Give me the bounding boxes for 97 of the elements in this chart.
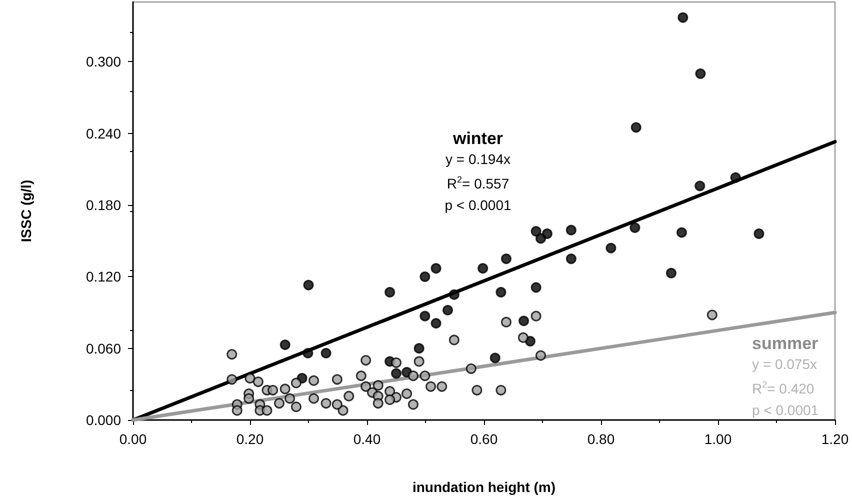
point xyxy=(436,381,448,392)
point xyxy=(290,402,302,412)
y-tick-label: 0.240 xyxy=(86,125,122,142)
point xyxy=(695,68,706,79)
point xyxy=(338,405,348,416)
point xyxy=(694,180,706,192)
point xyxy=(232,405,242,416)
point xyxy=(730,172,741,183)
point xyxy=(308,393,320,404)
point xyxy=(414,356,424,367)
point xyxy=(414,343,424,354)
point xyxy=(530,310,542,322)
x-axis-title: inundation height (m) xyxy=(412,479,556,495)
point xyxy=(372,380,384,391)
text: summer xyxy=(752,334,819,353)
point xyxy=(630,222,640,233)
point xyxy=(496,384,506,396)
point xyxy=(360,381,372,392)
point xyxy=(566,224,576,236)
point xyxy=(448,289,460,300)
point xyxy=(391,357,402,368)
point xyxy=(530,282,542,293)
annotation: p < 0.0001 xyxy=(752,402,819,418)
point xyxy=(666,268,676,278)
point xyxy=(420,370,430,382)
point xyxy=(244,393,254,404)
annotation: y = 0.194x xyxy=(446,151,510,167)
point xyxy=(420,310,430,322)
point xyxy=(430,263,442,274)
point xyxy=(244,372,256,384)
point xyxy=(630,122,642,133)
point xyxy=(268,384,278,396)
point xyxy=(426,381,436,392)
point xyxy=(302,348,314,358)
point xyxy=(496,286,506,298)
y-tick-label: 0.120 xyxy=(86,268,122,285)
point xyxy=(518,316,530,326)
point xyxy=(676,227,687,238)
point xyxy=(500,316,512,328)
point xyxy=(262,405,272,416)
point xyxy=(320,398,332,409)
annotation: p < 0.0001 xyxy=(444,197,512,213)
point xyxy=(606,242,616,254)
point xyxy=(466,363,476,374)
text: winter xyxy=(452,129,504,148)
point xyxy=(303,280,314,290)
point xyxy=(518,332,528,343)
y-tick-label: 0.000 xyxy=(86,412,122,428)
point xyxy=(500,254,512,264)
x-tick-label: 0.60 xyxy=(470,431,498,447)
point xyxy=(754,228,764,239)
point xyxy=(332,399,342,410)
point xyxy=(490,352,500,364)
point xyxy=(280,384,290,394)
point xyxy=(408,399,418,410)
point xyxy=(372,398,384,409)
point xyxy=(678,12,688,23)
point xyxy=(332,374,342,385)
point xyxy=(706,310,718,320)
point xyxy=(280,340,290,350)
point xyxy=(448,334,460,346)
point xyxy=(320,348,332,358)
point xyxy=(384,286,396,298)
y-tick-label: 0.060 xyxy=(86,340,122,356)
point xyxy=(356,370,366,382)
point xyxy=(566,254,576,264)
x-tick-label: 1.20 xyxy=(821,431,849,447)
x-tick-label: 0.80 xyxy=(587,431,615,447)
point xyxy=(344,390,354,402)
point xyxy=(530,226,542,237)
y-tick-label: 0.180 xyxy=(86,197,122,214)
x-tick-label: 0.40 xyxy=(353,431,381,447)
point xyxy=(360,355,372,366)
point xyxy=(536,350,546,361)
point xyxy=(536,233,546,244)
point xyxy=(442,304,453,316)
point xyxy=(290,378,302,388)
x-tick-label: 1.00 xyxy=(704,431,732,447)
point xyxy=(420,271,430,282)
point xyxy=(308,375,320,386)
point xyxy=(252,376,264,388)
point xyxy=(408,370,418,382)
point xyxy=(226,349,238,360)
point xyxy=(478,263,488,274)
x-tick-label: 0.00 xyxy=(119,431,147,447)
point xyxy=(472,384,482,396)
point xyxy=(384,394,396,405)
x-tick-label: 0.20 xyxy=(236,431,264,447)
point xyxy=(226,374,238,385)
point xyxy=(391,368,402,379)
point xyxy=(430,318,442,329)
point xyxy=(274,398,284,409)
y-axis-title: ISSC (g/l) xyxy=(18,180,34,242)
point xyxy=(284,393,296,404)
annotation: y = 0.075x xyxy=(752,356,817,372)
y-tick-label: 0.300 xyxy=(86,54,122,70)
point xyxy=(402,388,412,399)
